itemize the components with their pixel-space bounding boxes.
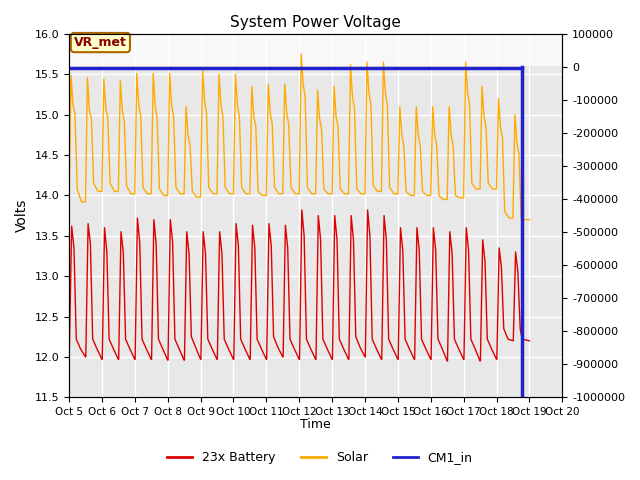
Text: VR_met: VR_met bbox=[74, 36, 127, 49]
Legend: 23x Battery, Solar, CM1_in: 23x Battery, Solar, CM1_in bbox=[163, 446, 477, 469]
Bar bbox=[69, 66, 563, 397]
X-axis label: Time: Time bbox=[300, 419, 331, 432]
Title: System Power Voltage: System Power Voltage bbox=[230, 15, 401, 30]
Y-axis label: Volts: Volts bbox=[15, 199, 29, 232]
